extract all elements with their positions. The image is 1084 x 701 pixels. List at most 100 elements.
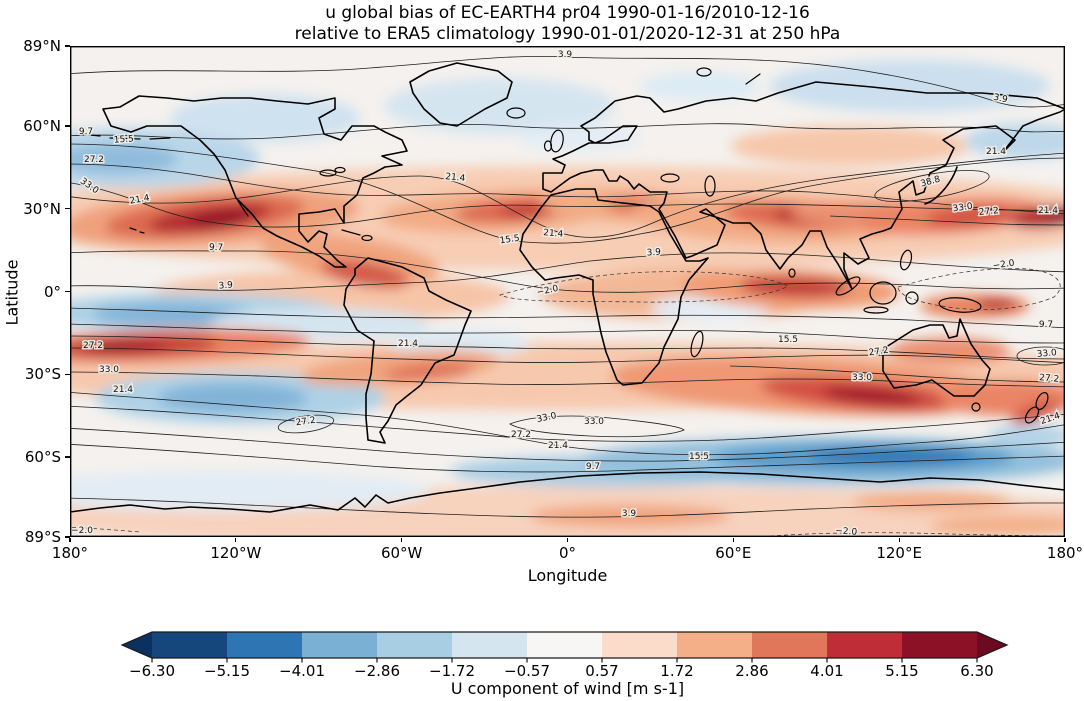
y-tick (65, 536, 70, 538)
colorbar-segment (677, 632, 752, 658)
contour-label: 15.5 (114, 134, 135, 145)
y-tick-label: 30°S (24, 365, 61, 384)
colorbar: −6.30 −5.15 −4.01 −2.86 −1.72 −0.57 0.57 1.72 2.… (120, 631, 1009, 680)
colorbar-tick-label: 6.30 (960, 662, 993, 680)
colorbar-segment (152, 632, 227, 658)
bias-shading-layer (70, 60, 1065, 537)
colorbar-under-arrow (122, 632, 152, 658)
colorbar-tick-label: −2.86 (354, 662, 400, 680)
contour-label: 21.4 (445, 172, 466, 184)
colorbar-label: U component of wind [m s-1] (450, 679, 685, 698)
contour-label: −2.0 (992, 259, 1015, 272)
contour-label: 27.2 (295, 416, 316, 429)
contour-label: 27.2 (868, 346, 889, 359)
contour-label: 9.7 (79, 127, 93, 137)
contour-label: 27.2 (978, 206, 999, 218)
x-tick (732, 537, 734, 542)
colorbar-segment (902, 632, 977, 658)
contour-label: 9.7 (586, 462, 600, 472)
y-tick-label: 89°N (23, 37, 61, 55)
colorbar-tick-label: −6.30 (129, 662, 175, 680)
x-tick (235, 537, 237, 542)
y-tick-label: 0° (43, 282, 61, 301)
contour-label: 3.9 (622, 509, 637, 519)
x-tick-label: 60°W (380, 544, 423, 562)
y-tick (65, 456, 70, 458)
y-tick-label: 30°N (23, 199, 61, 218)
colorbar-tick-label: −1.72 (429, 662, 475, 680)
figure-title: u global bias of EC-EARTH4 pr04 1990-01-… (70, 3, 1065, 45)
x-tick (1064, 537, 1066, 542)
x-tick (401, 537, 403, 542)
x-tick (566, 537, 569, 542)
y-tick (65, 45, 70, 47)
colorbar-tick-label: 1.72 (660, 662, 693, 680)
contour-label: 33.0 (99, 365, 119, 375)
contour-label: 21.4 (398, 339, 418, 349)
x-tick-label: 0° (558, 544, 577, 562)
colorbar-tick-label: −5.15 (204, 662, 250, 680)
x-tick-label: 120°E (876, 544, 922, 562)
contour-label: 21.4 (986, 147, 1006, 157)
contour-label: 3.9 (218, 280, 233, 291)
y-tick-label: 60°N (23, 117, 61, 135)
y-tick (65, 208, 70, 210)
y-tick (65, 125, 70, 127)
contour-label: 3.9 (992, 93, 1008, 106)
contour-label: 33.0 (852, 373, 872, 383)
contour-label: 27.2 (1039, 373, 1060, 385)
y-tick (65, 290, 70, 293)
contour-label: 3.9 (646, 247, 661, 258)
colorbar-tick-label: 2.86 (735, 662, 768, 680)
x-tick-label: 180° (1046, 544, 1084, 562)
contour-label: −2.0 (835, 526, 858, 537)
contour-label: −2.0 (536, 284, 560, 298)
colorbar-segment (302, 632, 377, 658)
x-tick (898, 537, 900, 542)
plot-frame (70, 46, 1065, 537)
title-line-2: relative to ERA5 climatology 1990-01-01/… (294, 24, 841, 44)
colorbar-tick-label: −0.57 (504, 662, 550, 680)
contour-label: 3.9 (558, 50, 573, 60)
x-tick-label: 60°E (715, 544, 752, 562)
contour-label: 15.5 (689, 452, 709, 462)
contour-label: 21.4 (548, 441, 568, 451)
colorbar-tick-label: 5.15 (885, 662, 918, 680)
contour-label: 33.0 (584, 417, 604, 427)
colorbar-segment (752, 632, 827, 658)
x-tick (69, 537, 71, 542)
y-tick-label: 89°S (24, 528, 61, 546)
contour-label: 27.2 (84, 155, 104, 165)
contour-label: 33.0 (952, 202, 974, 215)
x-axis-label: Longitude (527, 566, 608, 585)
coastlines (70, 62, 1065, 513)
contour-label: 9.7 (1039, 320, 1053, 330)
colorbar-over-arrow (977, 632, 1007, 658)
colorbar-segment (602, 632, 677, 658)
contour-label: 21.4 (543, 228, 564, 240)
colorbar-tick-label: −4.01 (279, 662, 325, 680)
contour-label: 15.5 (499, 234, 520, 247)
colorbar-segment (377, 632, 452, 658)
colorbar-body: −6.30 −5.15 −4.01 −2.86 −1.72 −0.57 0.57 1.72 2.… (120, 631, 1009, 680)
contour-label: 21.4 (1038, 206, 1058, 216)
contour-label: 27.2 (83, 341, 103, 351)
colorbar-segment (527, 632, 602, 658)
contour-label: 27.2 (511, 430, 531, 440)
colorbar-segment (827, 632, 902, 658)
y-tick-label: 60°S (24, 448, 61, 466)
contour-label: 15.5 (778, 335, 798, 345)
colorbar-segment (227, 632, 302, 658)
y-tick (65, 373, 70, 375)
x-tick-label: 120°W (210, 544, 262, 562)
x-tick-label: 180° (51, 544, 89, 562)
contour-label: 21.4 (113, 385, 133, 395)
contour-label: −2.0 (71, 526, 93, 536)
contour-label: 9.7 (209, 243, 224, 253)
colorbar-tick-label: 4.01 (810, 662, 843, 680)
colorbar-segment (452, 632, 527, 658)
contour-label: 33.0 (1036, 348, 1057, 360)
map-plot-area: 3.93.99.715.527.233.021.421.4 38.821.421.… (70, 46, 1065, 537)
title-line-1: u global bias of EC-EARTH4 pr04 1990-01-… (325, 3, 810, 23)
